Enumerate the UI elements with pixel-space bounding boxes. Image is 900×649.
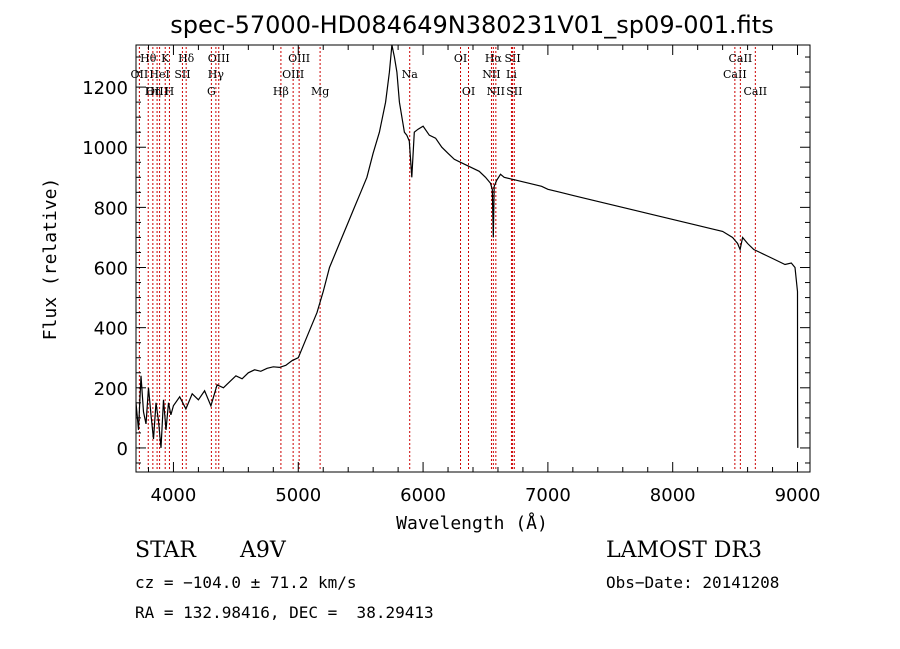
spectral-line-label: SII [506, 85, 522, 98]
y-tick-label: 800 [94, 198, 128, 219]
spectral-line-label: Hδ [178, 52, 195, 65]
spectral-line-label: Hθ [140, 52, 157, 65]
observation-date: Obs−Date: 20141208 [606, 573, 780, 592]
spectral-line-label: Mg [311, 85, 329, 98]
chart-title: spec-57000-HD084649N380231V01_sp09-001.f… [170, 11, 773, 39]
x-tick-label: 8000 [650, 485, 696, 506]
spectral-line-label: Hβ [273, 85, 289, 98]
spectral-line-label: OIII [208, 52, 230, 65]
spectral-line-label: HeI [149, 68, 169, 81]
object-subclass: A9V [240, 538, 286, 563]
spectral-line-label: OI [454, 52, 467, 65]
spectral-line-label: Hη [145, 85, 161, 98]
y-tick-label: 1200 [82, 78, 128, 99]
spectral-line-label: G [207, 85, 216, 98]
y-tick-label: 200 [94, 379, 128, 400]
x-tick-label: 4000 [151, 485, 197, 506]
y-tick-label: 0 [117, 439, 128, 460]
survey-name: LAMOST DR3 [606, 538, 762, 563]
spectral-line-label: OI [462, 85, 475, 98]
spectral-line-label: SII [174, 68, 190, 81]
y-axis-label: Flux (relative) [40, 178, 61, 341]
x-tick-label: 6000 [400, 485, 446, 506]
y-tick-label: 600 [94, 259, 128, 280]
spectrum-line [136, 45, 799, 448]
x-tick-label: 5000 [275, 485, 321, 506]
x-axis-label: Wavelength (Å) [396, 512, 548, 534]
spectral-line-label: OII [131, 68, 149, 81]
y-tick-label: 400 [94, 319, 128, 340]
ra-dec-coordinates: RA = 132.98416, DEC = 38.29413 [135, 603, 434, 622]
spectral-line-label: OIII [146, 85, 168, 98]
spectral-line-label: OIII [282, 68, 304, 81]
object-class: STAR [135, 538, 196, 563]
plot-frame [135, 44, 811, 473]
spectral-line-label: Li [506, 68, 517, 81]
x-tick-label: 7000 [525, 485, 571, 506]
spectral-line-label: K [161, 52, 170, 65]
spectral-line-label: CaII [743, 85, 767, 98]
spectral-line-label: NII [487, 85, 505, 98]
spectrum-series [136, 45, 799, 448]
spectral-line-label: NII [482, 68, 500, 81]
x-tick-label: 9000 [775, 485, 821, 506]
axis-ticks: 4000 5000 6000 7000 8000 9000 0 200 400 600 800 100… [82, 45, 820, 506]
redshift-velocity: cz = −104.0 ± 71.2 km/s [135, 573, 357, 592]
spectral-line-label: Na [402, 68, 419, 81]
spectral-line-label: Hα [485, 52, 503, 65]
spectral-line-label: SII [504, 52, 520, 65]
spectral-line-label: H [165, 85, 175, 98]
spectral-line-label: Hγ [208, 68, 225, 81]
spectral-line-label: CaII [729, 52, 753, 65]
spectral-line-label: OIII [288, 52, 310, 65]
y-tick-label: 1000 [82, 138, 128, 159]
spectral-line-label: CaII [723, 68, 747, 81]
